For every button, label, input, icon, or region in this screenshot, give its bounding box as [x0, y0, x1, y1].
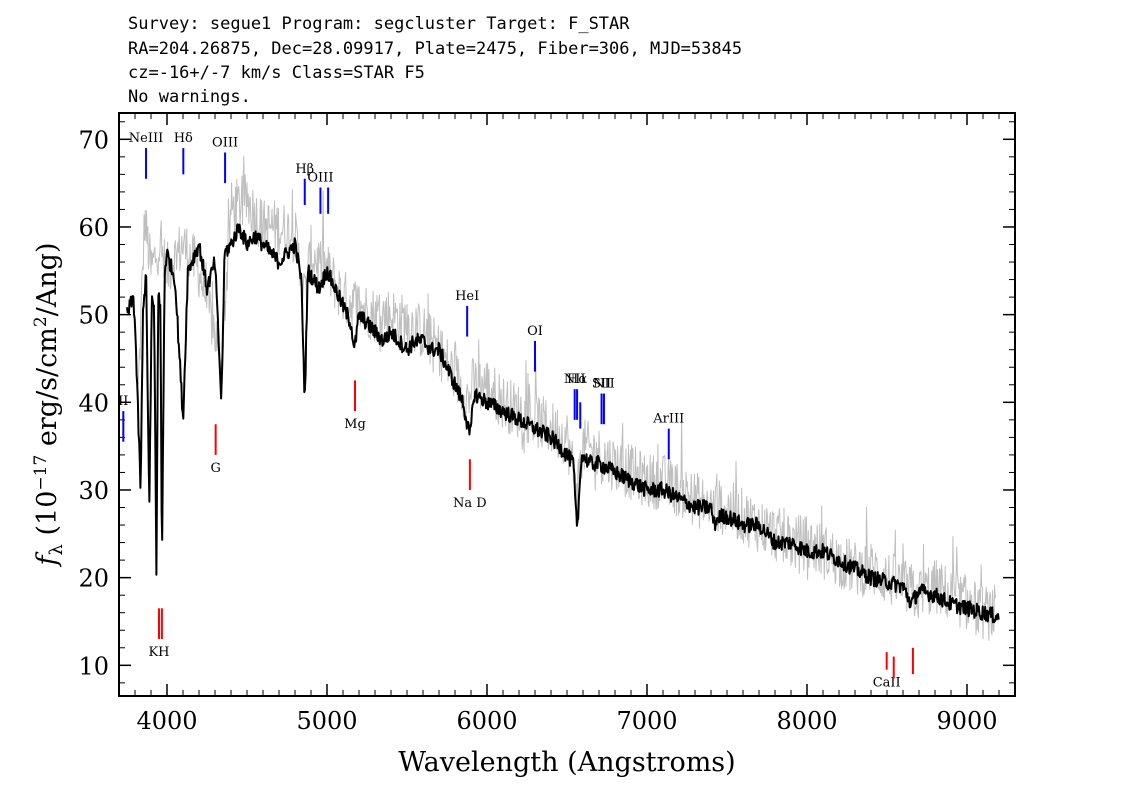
absorption-line-label: G — [210, 461, 220, 476]
y-tick-label: 30 — [78, 477, 109, 505]
emission-line-label: Hδ — [174, 131, 193, 146]
emission-line-label: NII — [593, 377, 615, 392]
x-tick-label: 9000 — [936, 707, 997, 735]
emission-line-label: HeI — [455, 289, 479, 304]
plot-frame — [118, 112, 1016, 697]
absorption-line-label: Na D — [453, 496, 487, 511]
emission-line-label: OIII — [212, 135, 238, 150]
absorption-line-label: KH — [148, 645, 169, 660]
emission-line-label: NII — [564, 372, 586, 387]
emission-line-label: Hβ — [295, 162, 314, 177]
emission-line-label: OIII — [307, 171, 333, 186]
y-tick-label: 50 — [78, 302, 109, 330]
error-spectrum-line — [137, 155, 997, 641]
header-line-2: RA=204.26875, Dec=28.09917, Plate=2475, … — [128, 39, 742, 59]
y-tick-label: 70 — [78, 126, 109, 154]
plot-area: 4000 5000 6000 7000 8000 9000 10 20 30 40 50 60 70 Ne… — [78, 113, 1016, 735]
x-tick-label: 6000 — [456, 707, 517, 735]
flux-spectrum-line — [126, 223, 1000, 624]
emission-line-label: Hα — [567, 372, 587, 387]
absorption-line-label: Mg — [344, 417, 366, 432]
x-tick-label: 5000 — [296, 707, 357, 735]
y-tick-label: 40 — [78, 389, 109, 417]
x-tick-label: 8000 — [776, 707, 837, 735]
y-tick-label: 20 — [78, 565, 109, 593]
x-axis-title: Wavelength (Angstroms) — [398, 747, 735, 778]
emission-line-label: II — [118, 394, 128, 409]
y-tick-label: 10 — [78, 652, 109, 680]
x-tick-label: 7000 — [616, 707, 677, 735]
emission-line-label: ArIII — [652, 412, 684, 427]
header-line-3: cz=-16+/-7 km/s Class=STAR F5 — [128, 63, 425, 83]
absorption-line-label: CaII — [873, 676, 901, 691]
emission-line-label: SII — [592, 377, 611, 392]
y-axis-title: fλ (10−17 erg/s/cm2/Ang) — [31, 243, 67, 568]
x-tick-label: 4000 — [136, 707, 197, 735]
emission-line-label: OI — [527, 324, 543, 339]
y-tick-label: 60 — [78, 214, 109, 242]
header-line-1: Survey: segue1 Program: segcluster Targe… — [128, 14, 630, 34]
header-line-4: No warnings. — [128, 87, 251, 107]
emission-line-label: NeIII — [129, 131, 163, 146]
